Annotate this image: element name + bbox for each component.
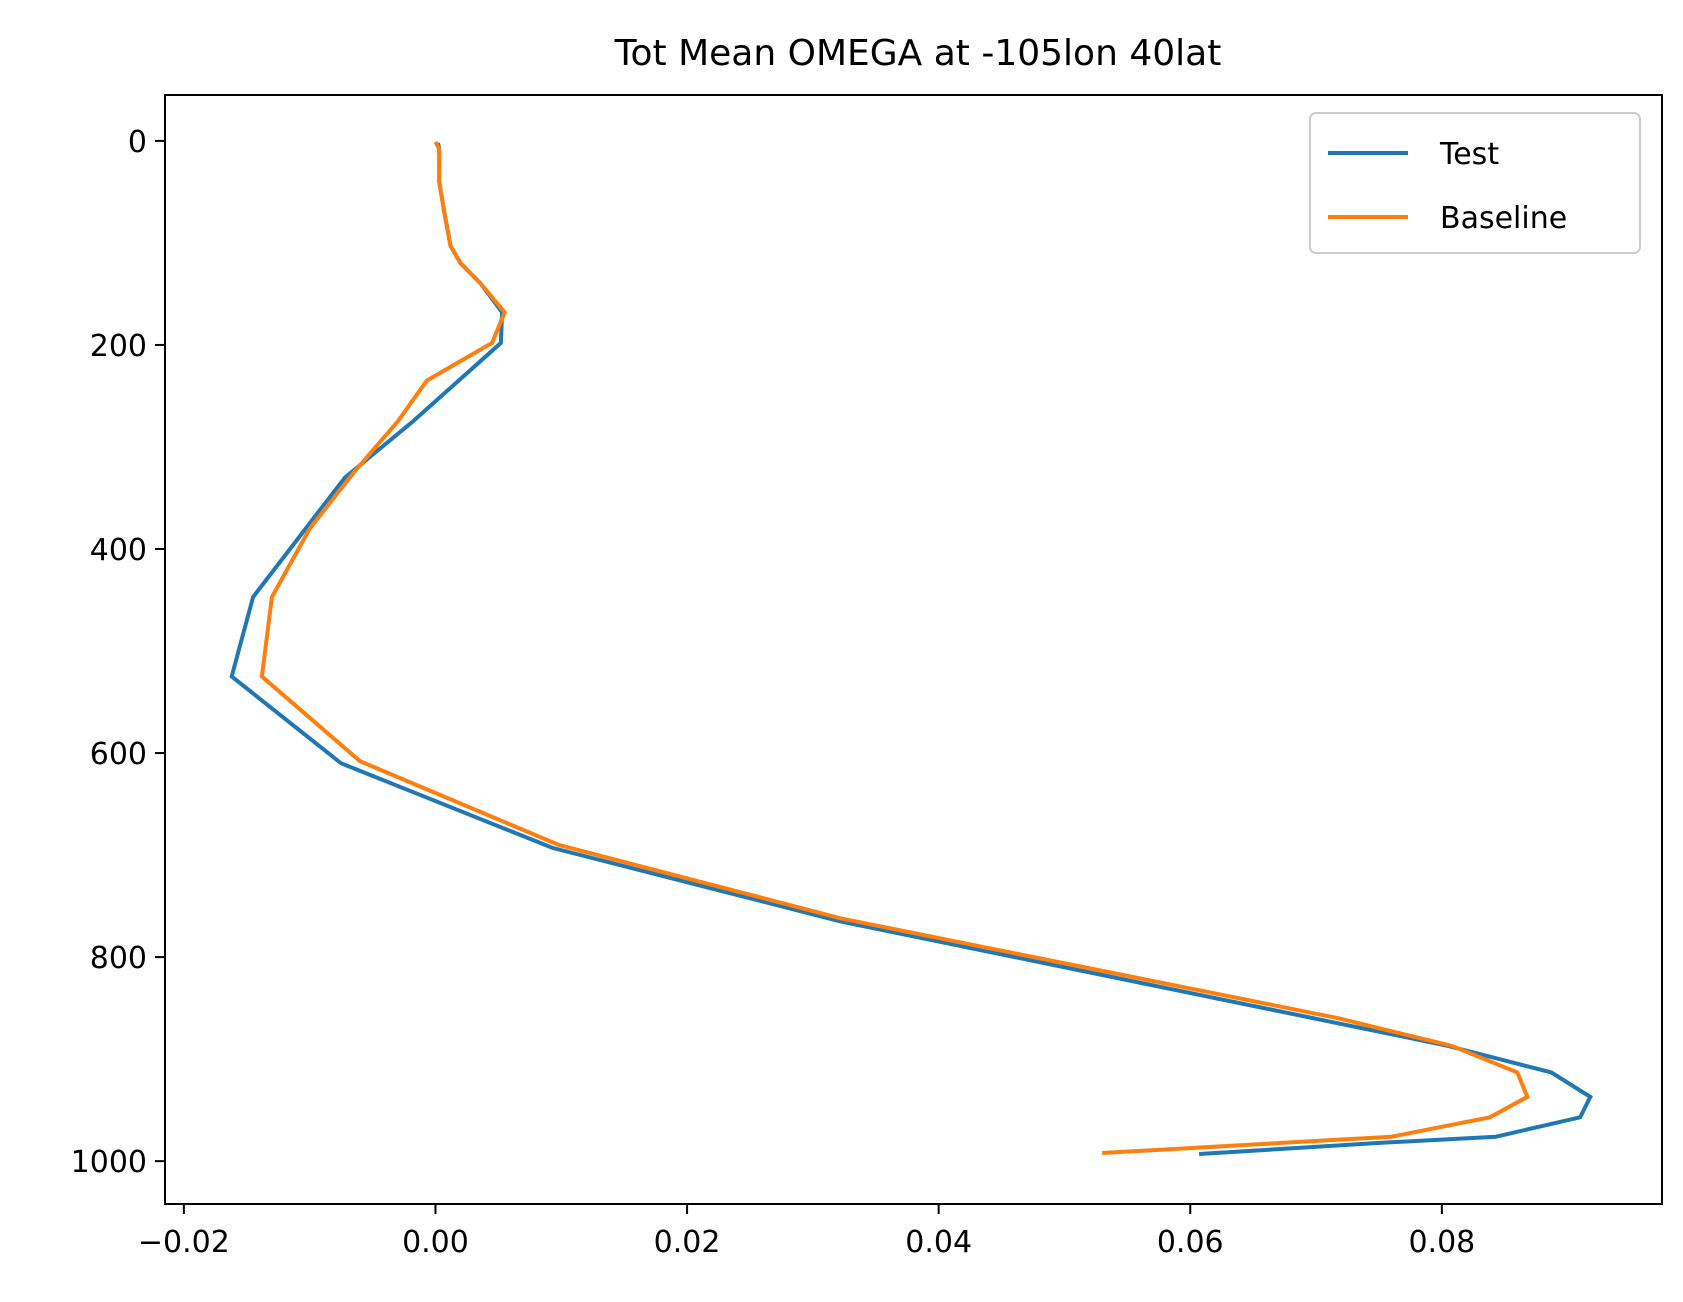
y-tick-label: 800: [90, 941, 147, 976]
y-axis: 0 200 400 600 800 1000: [71, 125, 165, 1180]
plot-area-frame: [164, 94, 1663, 1205]
legend-label-test: Test: [1439, 137, 1499, 172]
series-layer: [229, 140, 1593, 1156]
x-axis: −0.02 0.00 0.02 0.04 0.06 0.08: [138, 1204, 1475, 1260]
x-tick-label: 0.00: [402, 1225, 469, 1260]
y-tick-label: 600: [90, 737, 147, 772]
y-tick-label: 200: [90, 329, 147, 364]
legend: Test Baseline: [1309, 112, 1641, 254]
chart-title: Tot Mean OMEGA at -105lon 40lat: [614, 33, 1222, 74]
x-tick-label: 0.02: [654, 1225, 721, 1260]
x-tick-label: 0.08: [1408, 1225, 1475, 1260]
x-tick-label: 0.04: [905, 1225, 972, 1260]
x-tick-label: −0.02: [138, 1225, 230, 1260]
x-tick-label: 0.06: [1157, 1225, 1224, 1260]
series-line-baseline: [259, 140, 1530, 1155]
y-tick-label: 1000: [71, 1145, 147, 1180]
y-tick-label: 400: [90, 533, 147, 568]
legend-label-baseline: Baseline: [1440, 201, 1567, 236]
y-tick-label: 0: [128, 125, 147, 160]
